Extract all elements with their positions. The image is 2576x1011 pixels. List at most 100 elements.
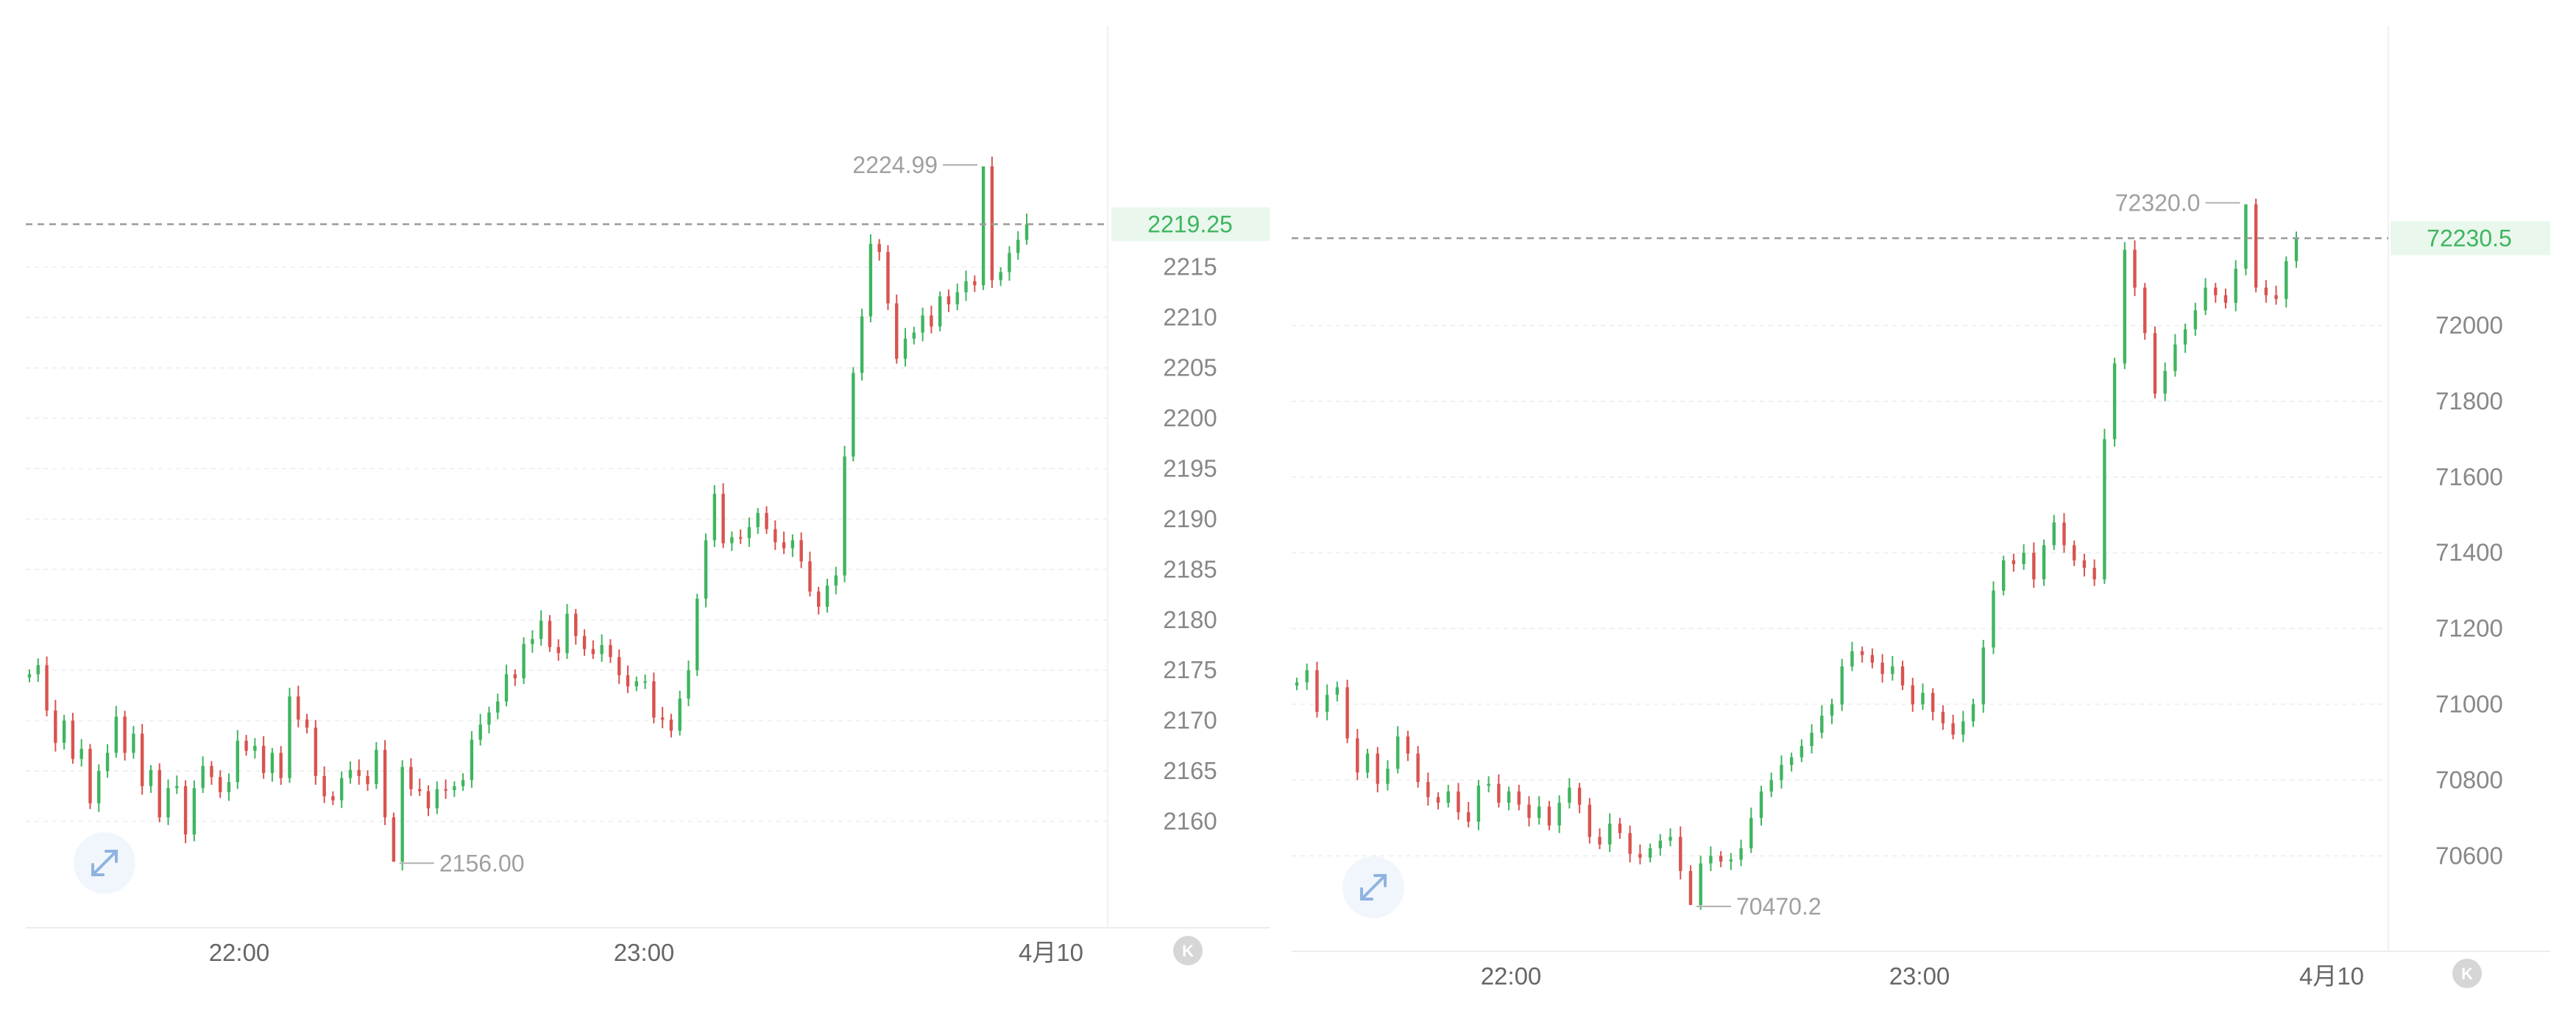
candle-body <box>1961 721 1965 735</box>
candle-body <box>964 281 968 292</box>
left-k-button[interactable]: K <box>1173 936 1203 965</box>
x-tick-label: 4月10 <box>2299 962 2364 990</box>
left-candles <box>27 156 1029 871</box>
candle-body <box>721 493 725 543</box>
left-chart: 2215 2210 2205 2200 2195 2190 2185 2180 2175 2170… <box>26 26 1270 966</box>
candle-body <box>305 719 309 728</box>
y-tick-label: 2210 <box>1163 303 1217 331</box>
candle-body <box>973 281 977 286</box>
candle-body <box>1365 753 1370 773</box>
candle-body <box>409 767 413 789</box>
candle-body <box>765 512 768 529</box>
candle-body <box>279 753 283 778</box>
candle-body <box>2285 261 2288 300</box>
candle-body <box>2082 560 2087 568</box>
k-badge-icon: K <box>1182 942 1194 960</box>
candle-body <box>418 789 422 792</box>
right-k-button[interactable]: K <box>2452 959 2482 988</box>
candle-body <box>183 786 188 835</box>
candle-body <box>1658 840 1663 848</box>
candle-body <box>470 739 474 781</box>
candle-body <box>1406 736 1410 754</box>
y-tick-label: 2180 <box>1163 606 1217 633</box>
candle-body <box>799 540 803 562</box>
candle-body <box>496 701 500 713</box>
candle-body <box>1992 591 1995 648</box>
candle-body <box>2052 522 2056 546</box>
y-tick-label: 2205 <box>1163 354 1217 381</box>
expand-arrows-icon <box>91 850 118 876</box>
candle-body <box>1769 780 1773 792</box>
candle-body <box>288 696 291 778</box>
right-current-price-label: 72230.5 <box>2427 225 2512 251</box>
candle-body <box>877 244 881 253</box>
candle-body <box>383 750 387 818</box>
candle-body <box>1669 836 1672 841</box>
candle-body <box>219 777 222 792</box>
candle-body <box>1789 757 1794 765</box>
candle-body <box>2123 250 2127 364</box>
candle-body <box>2042 545 2046 580</box>
candle-body <box>2073 545 2076 561</box>
candle-body <box>2112 363 2117 440</box>
candle-body <box>1335 687 1340 695</box>
candle-body <box>582 635 587 649</box>
candle-body <box>1538 806 1541 818</box>
candle-body <box>1008 253 1011 272</box>
left-current-price-label: 2219.25 <box>1147 211 1233 238</box>
y-tick-label: 71000 <box>2435 690 2503 717</box>
left-grid <box>26 266 1108 822</box>
left-expand-button[interactable] <box>74 832 135 894</box>
candle-body <box>2264 287 2268 295</box>
right-candles <box>1295 198 2299 910</box>
candle-body <box>843 457 846 576</box>
candle-body <box>1638 853 1642 858</box>
candle-body <box>782 542 786 549</box>
candle-body <box>54 710 57 743</box>
y-tick-label: 71400 <box>2435 539 2503 566</box>
candle-body <box>704 540 708 599</box>
candle-body <box>27 674 32 678</box>
candle-body <box>1416 753 1420 782</box>
candle-body <box>487 712 491 725</box>
candle-body <box>1395 736 1400 769</box>
candle-body <box>71 720 75 759</box>
candle-body <box>1376 753 1379 784</box>
candle-body <box>678 698 682 731</box>
candle-body <box>97 771 101 803</box>
candle-body <box>1648 848 1652 858</box>
right-expand-button[interactable] <box>1342 856 1404 918</box>
candle-body <box>1507 791 1511 803</box>
candle-body <box>921 315 924 333</box>
candle-body <box>565 613 569 653</box>
candle-body <box>435 789 439 809</box>
candle-body <box>2143 287 2147 334</box>
candle-body <box>618 657 621 676</box>
candle-body <box>860 316 864 373</box>
candle-body <box>2062 522 2066 546</box>
candle-body <box>1860 651 1864 655</box>
candle-body <box>504 674 509 702</box>
candle-body <box>1446 791 1450 803</box>
candle-body <box>652 681 656 718</box>
candle-body <box>366 775 369 784</box>
candle-body <box>1931 693 1935 712</box>
candle-body <box>1457 791 1460 813</box>
candle-body <box>2002 560 2006 591</box>
candle-body <box>2153 333 2157 394</box>
y-tick-label: 2165 <box>1163 757 1217 784</box>
candle-body <box>1688 870 1693 906</box>
candle-body <box>2223 295 2228 303</box>
candle-body <box>669 719 673 731</box>
candle-body <box>2103 439 2106 580</box>
left-high-label: 2224.99 <box>852 152 938 178</box>
candle-body <box>852 373 855 457</box>
right-current-price-badge <box>2391 221 2550 256</box>
candle-body <box>2214 287 2218 295</box>
candle-body <box>375 750 378 784</box>
left-y-axis-ticks: 2215 2210 2205 2200 2195 2190 2185 2180 2175 2170… <box>1163 253 1217 835</box>
candle-body <box>825 585 829 607</box>
candle-body <box>1921 693 1925 705</box>
candle-body <box>36 665 40 674</box>
candle-body <box>1618 823 1622 834</box>
